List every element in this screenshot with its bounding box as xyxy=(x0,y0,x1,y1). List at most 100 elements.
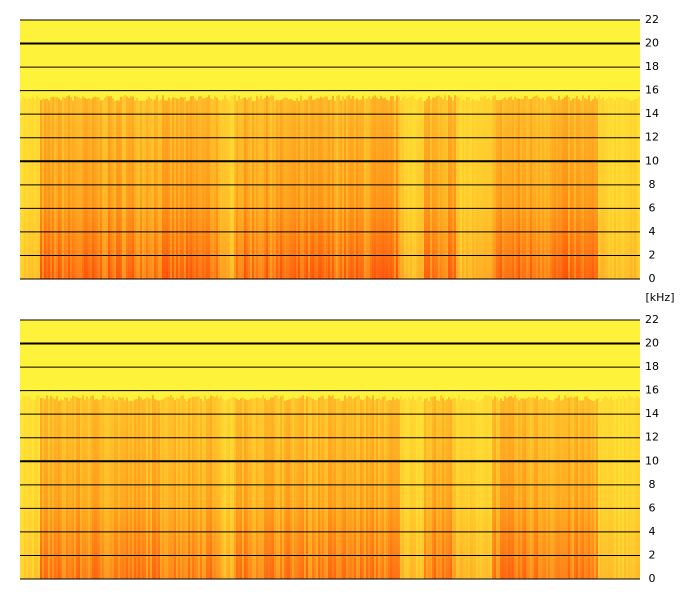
spectrogram-band xyxy=(110,399,112,579)
spectrogram-band xyxy=(134,399,136,579)
spectrogram-band xyxy=(468,96,470,279)
y-tick-label: 20 xyxy=(645,37,659,50)
spectrogram-band xyxy=(338,398,340,579)
spectrogram-band xyxy=(98,400,100,579)
spectrogram-band xyxy=(236,398,238,579)
spectrogram-band xyxy=(260,398,262,579)
spectrogram-band xyxy=(88,398,90,579)
spectrogram-band xyxy=(150,98,152,280)
spectrogram-band xyxy=(530,398,532,579)
spectrogram-band xyxy=(548,96,550,279)
spectrogram-band xyxy=(440,97,442,279)
spectrogram-band xyxy=(362,95,364,279)
spectrogram-band xyxy=(498,400,500,579)
spectrogram-band xyxy=(578,400,580,579)
spectrogram-band xyxy=(344,99,346,280)
spectrogram-band xyxy=(262,395,264,579)
spectrogram-band xyxy=(306,99,308,279)
spectrogram-band xyxy=(104,395,106,579)
spectrogram-band xyxy=(332,95,334,279)
spectrogram-band xyxy=(446,399,448,579)
spectrogram-band xyxy=(44,99,46,280)
spectrogram-band xyxy=(590,399,592,579)
spectrogram-band xyxy=(178,98,180,279)
spectrogram-band xyxy=(158,100,160,279)
spectrogram-band xyxy=(544,100,546,279)
spectrogram-band xyxy=(600,99,602,279)
spectrogram-band xyxy=(450,97,452,279)
spectrogram-band xyxy=(394,100,396,279)
spectrogram-band xyxy=(608,399,610,579)
y-tick-label: 12 xyxy=(645,131,659,144)
spectrogram-band xyxy=(616,96,618,279)
spectrogram-band xyxy=(374,400,376,579)
spectrogram-band xyxy=(382,396,384,579)
spectrogram-band xyxy=(254,398,256,579)
spectrogram-band xyxy=(182,97,184,279)
spectrogram-band xyxy=(310,397,312,579)
spectrogram-band xyxy=(272,95,274,279)
spectrogram-band xyxy=(410,399,412,579)
spectrogram-band xyxy=(312,99,314,279)
spectrogram-band xyxy=(520,98,522,279)
spectrogram-band xyxy=(178,398,180,579)
spectrogram-band xyxy=(116,100,118,279)
spectrogram-band xyxy=(474,100,476,279)
spectrogram-band xyxy=(484,395,486,579)
spectrogram-band xyxy=(140,397,142,579)
spectrogram-band xyxy=(230,95,232,280)
spectrogram-band xyxy=(448,95,450,280)
spectrogram-band xyxy=(36,95,38,280)
spectrogram-band xyxy=(222,398,224,579)
spectrogram-band xyxy=(202,98,204,279)
spectrogram-band xyxy=(34,99,36,279)
spectrogram-band xyxy=(50,395,52,579)
spectrogram-band xyxy=(506,398,508,579)
spectrogram-band xyxy=(120,397,122,579)
spectrogram-band xyxy=(556,397,558,579)
spectrogram-band xyxy=(406,400,408,579)
y-tick-label: 0 xyxy=(649,272,656,285)
spectrogram-band xyxy=(634,398,636,579)
spectrogram-band xyxy=(460,96,462,279)
spectrogram-band xyxy=(198,96,200,279)
spectrogram-band xyxy=(256,95,258,279)
spectrogram-band xyxy=(490,396,492,579)
spectrogram-band xyxy=(232,396,234,579)
spectrogram-band xyxy=(170,99,172,279)
spectrogram-band xyxy=(514,96,516,279)
y-tick-label: 4 xyxy=(649,525,656,538)
spectrogram-band xyxy=(266,95,268,279)
spectrogram-band xyxy=(40,397,42,579)
spectrogram-band xyxy=(310,95,312,279)
spectrogram-band xyxy=(424,398,426,579)
spectrogram-band xyxy=(238,95,240,279)
spectrogram-band xyxy=(408,97,410,280)
spectrogram-band xyxy=(636,396,638,579)
spectrogram-band xyxy=(148,398,150,579)
spectrogram-band xyxy=(302,100,304,279)
spectrogram-band xyxy=(234,95,236,279)
spectrogram-band xyxy=(324,399,326,579)
spectrogram-band xyxy=(72,395,74,579)
spectrogram-band xyxy=(52,97,54,279)
spectrogram-band xyxy=(636,98,638,279)
spectrogram-band xyxy=(368,397,370,579)
spectrogram-band xyxy=(144,398,146,579)
spectrogram-band xyxy=(594,400,596,579)
spectrogram-band xyxy=(64,98,66,279)
spectrogram-band xyxy=(354,397,356,579)
spectrogram-band xyxy=(246,400,248,579)
spectrogram-band xyxy=(264,97,266,279)
spectrogram-band xyxy=(144,100,146,279)
spectrogram-band xyxy=(396,95,398,279)
spectrogram-band xyxy=(158,400,160,579)
spectrogram-band xyxy=(212,99,214,280)
spectrogram-band xyxy=(42,398,44,579)
spectrogram-band xyxy=(548,399,550,579)
spectrogram-band xyxy=(238,399,240,579)
spectrogram-band xyxy=(596,98,598,280)
y-tick-label: 6 xyxy=(649,501,656,514)
spectrogram-band xyxy=(426,397,428,579)
